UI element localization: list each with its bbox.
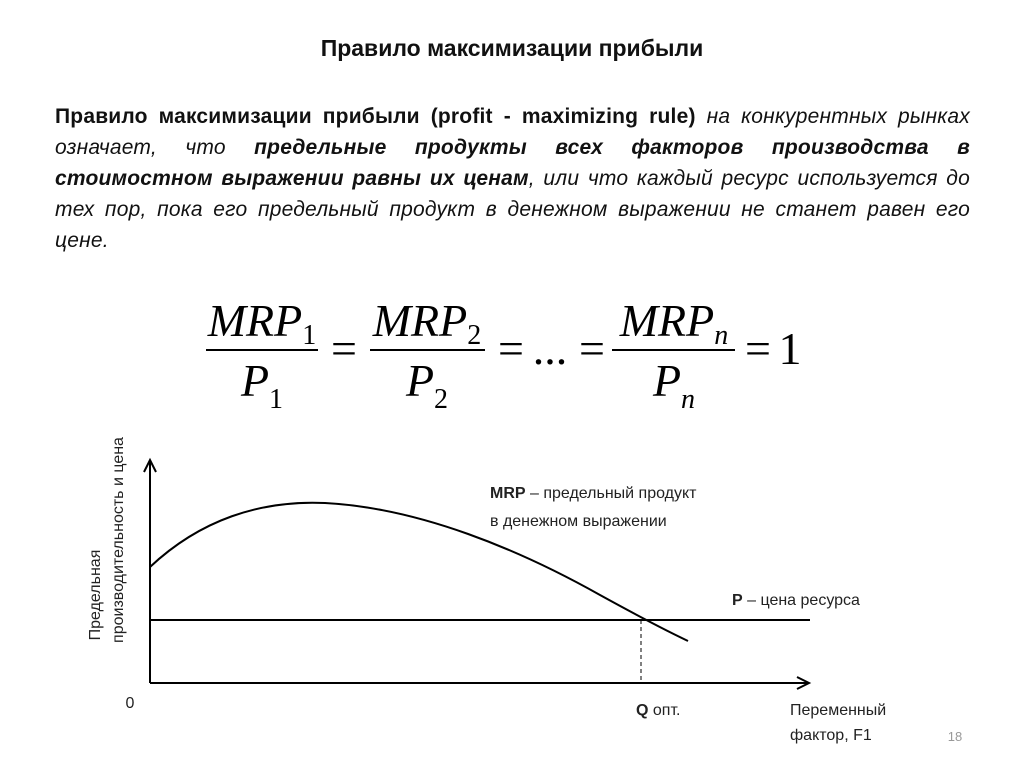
denominator: P1: [240, 355, 283, 415]
numerator: MRP1: [207, 295, 317, 351]
numerator-text: MRP: [619, 295, 715, 346]
subscript: n: [714, 320, 728, 351]
origin-label: 0: [126, 695, 135, 712]
q-label: Q опт.: [636, 702, 680, 719]
denominator-text: P: [240, 355, 269, 406]
q-label-text: опт.: [648, 702, 680, 719]
subscript: 1: [302, 320, 316, 351]
x-label: Переменный: [790, 702, 886, 719]
x-label: фактор, F1: [790, 727, 872, 744]
subscript: n: [681, 384, 695, 415]
subscript: 2: [434, 384, 448, 415]
mrp-curve: [149, 501, 689, 642]
y-label: Предельная: [87, 550, 104, 641]
y-label: производительность и цена: [110, 437, 127, 643]
mrp-label-bold: MRP: [490, 485, 526, 502]
y-arrow: [143, 457, 157, 473]
numerator: MRP2: [372, 295, 482, 351]
p-label: P – цена ресурса: [732, 592, 860, 609]
equals: =: [498, 323, 524, 374]
title: Правило максимизации прибыли: [321, 35, 704, 61]
equals: =: [745, 323, 771, 374]
equals: =: [579, 323, 605, 374]
numerator: MRPn: [619, 295, 729, 351]
numerator-text: MRP: [207, 295, 303, 346]
x-arrow: [796, 676, 812, 690]
subscript: 2: [467, 320, 481, 351]
paragraph-emphasis: предельные продукты всех факторов произв…: [55, 136, 970, 190]
q-label-bold: Q: [636, 702, 648, 719]
p-label-text: – цена ресурса: [743, 592, 860, 609]
denominator: P2: [405, 355, 448, 415]
p-label-bold: P: [732, 592, 743, 609]
subscript: 1: [269, 384, 283, 415]
ellipsis: ...: [533, 323, 568, 374]
equals: =: [331, 323, 357, 374]
paragraph: Правило максимизации прибыли (profit - m…: [55, 101, 970, 256]
mrp-label-text: – предельный продукт: [526, 485, 698, 502]
paragraph-lead: Правило максимизации прибыли (profit - m…: [55, 105, 696, 128]
denominator-text: P: [405, 355, 434, 406]
mrp-label: в денежном выражении: [490, 513, 667, 530]
mrp-label: MRP – предельный продукт: [490, 485, 697, 502]
result: 1: [779, 323, 802, 374]
paragraph-text: , или что каждый ресурс используется до …: [55, 167, 970, 252]
denominator: Pn: [652, 355, 695, 415]
numerator-text: MRP: [372, 295, 468, 346]
formula: MRP1 P1 = MRP2 P2 = ... = MRPn Pn = 1: [206, 295, 802, 415]
paragraph-text: на конкурентных рынках означает, что: [55, 105, 971, 159]
diagram: [143, 457, 812, 690]
page-number: 18: [948, 729, 962, 744]
denominator-text: P: [652, 355, 681, 406]
